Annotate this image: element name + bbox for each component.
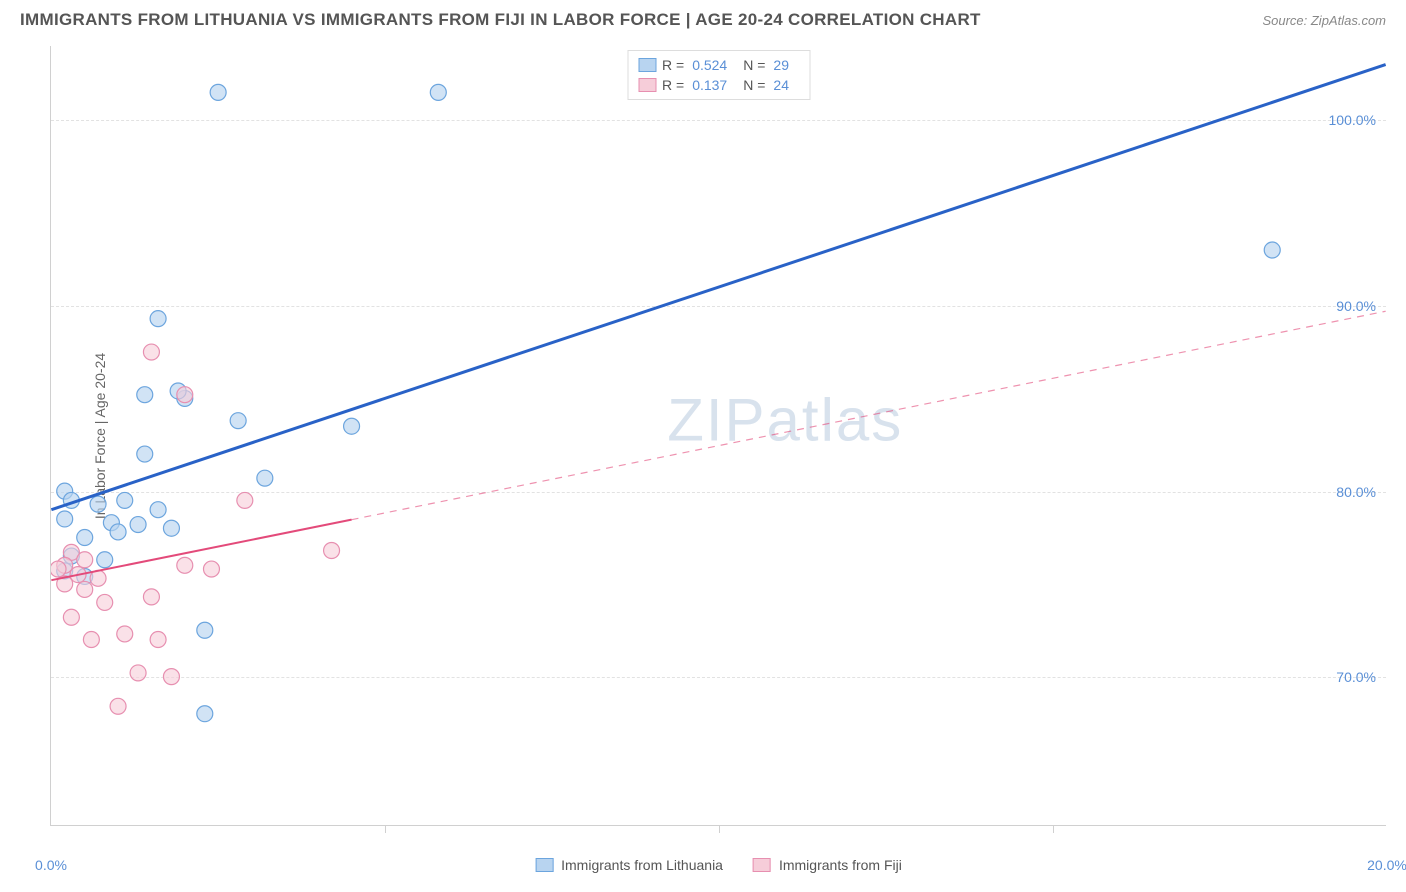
data-point <box>90 496 106 512</box>
legend-row-lithuania: R = 0.524 N = 29 <box>638 55 799 75</box>
data-point <box>197 706 213 722</box>
swatch-lithuania <box>638 58 656 72</box>
data-point <box>177 387 193 403</box>
data-point <box>150 632 166 648</box>
data-point <box>117 492 133 508</box>
data-point <box>130 665 146 681</box>
data-point <box>150 311 166 327</box>
data-point <box>230 413 246 429</box>
x-tick-label: 20.0% <box>1367 857 1406 873</box>
x-tick-label: 0.0% <box>35 857 67 873</box>
series-legend: Immigrants from Lithuania Immigrants fro… <box>535 857 902 873</box>
data-point <box>77 581 93 597</box>
x-tick-mark <box>719 825 720 833</box>
data-point <box>430 84 446 100</box>
data-point <box>163 669 179 685</box>
trend-line-extrapolated <box>352 311 1386 519</box>
data-point <box>51 561 66 577</box>
swatch-lithuania-icon <box>535 858 553 872</box>
data-point <box>117 626 133 642</box>
data-point <box>177 557 193 573</box>
x-tick-mark <box>1053 825 1054 833</box>
data-point <box>324 543 340 559</box>
data-point <box>97 594 113 610</box>
data-point <box>77 530 93 546</box>
chart-plot-area: In Labor Force | Age 20-24 ZIPatlas R = … <box>50 46 1386 826</box>
swatch-fiji-icon <box>753 858 771 872</box>
legend-label: Immigrants from Fiji <box>779 857 902 873</box>
data-point <box>210 84 226 100</box>
data-point <box>143 589 159 605</box>
data-point <box>163 520 179 536</box>
legend-row-fiji: R = 0.137 N = 24 <box>638 75 799 95</box>
data-point <box>344 418 360 434</box>
legend-label: Immigrants from Lithuania <box>561 857 723 873</box>
x-tick-mark <box>385 825 386 833</box>
data-point <box>130 517 146 533</box>
trend-line <box>51 65 1385 510</box>
source-attribution: Source: ZipAtlas.com <box>1262 13 1386 28</box>
swatch-fiji <box>638 78 656 92</box>
data-point <box>137 387 153 403</box>
legend-item-lithuania: Immigrants from Lithuania <box>535 857 723 873</box>
data-point <box>57 511 73 527</box>
data-point <box>1264 242 1280 258</box>
trend-line <box>51 520 351 581</box>
data-point <box>143 344 159 360</box>
data-point <box>197 622 213 638</box>
data-point <box>83 632 99 648</box>
data-point <box>150 502 166 518</box>
correlation-legend: R = 0.524 N = 29 R = 0.137 N = 24 <box>627 50 810 100</box>
data-point <box>110 698 126 714</box>
data-point <box>137 446 153 462</box>
data-point <box>203 561 219 577</box>
legend-item-fiji: Immigrants from Fiji <box>753 857 902 873</box>
data-point <box>237 492 253 508</box>
data-point <box>63 609 79 625</box>
chart-title: IMMIGRANTS FROM LITHUANIA VS IMMIGRANTS … <box>20 10 981 30</box>
scatter-svg <box>51 46 1386 825</box>
data-point <box>97 552 113 568</box>
data-point <box>110 524 126 540</box>
data-point <box>77 552 93 568</box>
data-point <box>257 470 273 486</box>
